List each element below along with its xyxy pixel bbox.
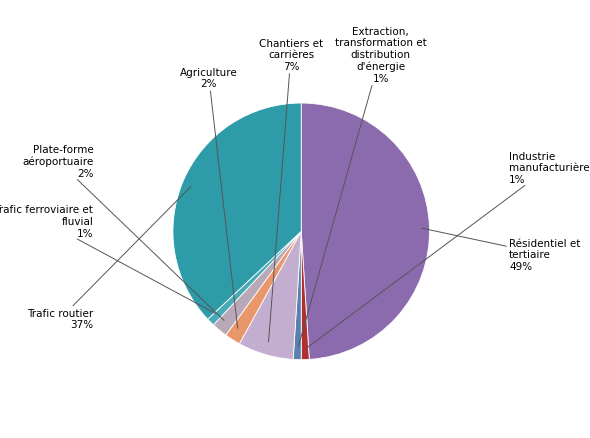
Text: Chantiers et
carrières
7%: Chantiers et carrières 7% xyxy=(259,39,323,342)
Text: Trafic ferroviaire et
fluvial
1%: Trafic ferroviaire et fluvial 1% xyxy=(0,205,215,314)
Wedge shape xyxy=(226,232,301,344)
Text: Agriculture
2%: Agriculture 2% xyxy=(180,67,238,328)
Text: Plate-forme
aéroportuaire
2%: Plate-forme aéroportuaire 2% xyxy=(22,145,224,321)
Wedge shape xyxy=(214,232,301,336)
Text: Industrie
manufacturière
1%: Industrie manufacturière 1% xyxy=(307,151,590,348)
Text: Résidentiel et
tertiaire
49%: Résidentiel et tertiaire 49% xyxy=(422,229,581,272)
Wedge shape xyxy=(293,232,301,360)
Wedge shape xyxy=(240,232,301,360)
Wedge shape xyxy=(301,104,430,360)
Text: Trafic routier
37%: Trafic routier 37% xyxy=(27,187,191,330)
Wedge shape xyxy=(208,232,301,325)
Text: Extraction,
transformation et
distribution
d'énergie
1%: Extraction, transformation et distributi… xyxy=(299,27,427,347)
Wedge shape xyxy=(173,104,301,319)
Wedge shape xyxy=(301,232,309,360)
